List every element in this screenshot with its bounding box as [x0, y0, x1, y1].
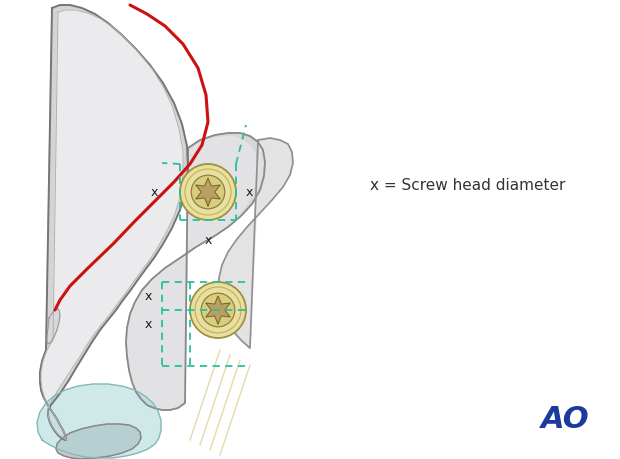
Polygon shape — [41, 10, 183, 440]
Text: x: x — [205, 234, 211, 247]
Circle shape — [190, 282, 246, 338]
Polygon shape — [37, 384, 161, 458]
Polygon shape — [218, 138, 293, 348]
Text: x: x — [246, 185, 254, 198]
Text: x = Screw head diameter: x = Screw head diameter — [370, 178, 565, 192]
Polygon shape — [219, 140, 291, 349]
Polygon shape — [196, 178, 220, 206]
Text: x: x — [144, 290, 152, 302]
Polygon shape — [126, 137, 257, 410]
Text: x: x — [151, 185, 158, 198]
Circle shape — [202, 293, 235, 327]
Polygon shape — [126, 133, 265, 410]
Polygon shape — [40, 5, 188, 440]
Polygon shape — [206, 296, 230, 324]
Circle shape — [191, 175, 225, 209]
Polygon shape — [47, 308, 60, 344]
Text: AO: AO — [541, 405, 590, 435]
Polygon shape — [56, 424, 141, 459]
Circle shape — [180, 164, 236, 220]
Text: x: x — [144, 318, 152, 330]
